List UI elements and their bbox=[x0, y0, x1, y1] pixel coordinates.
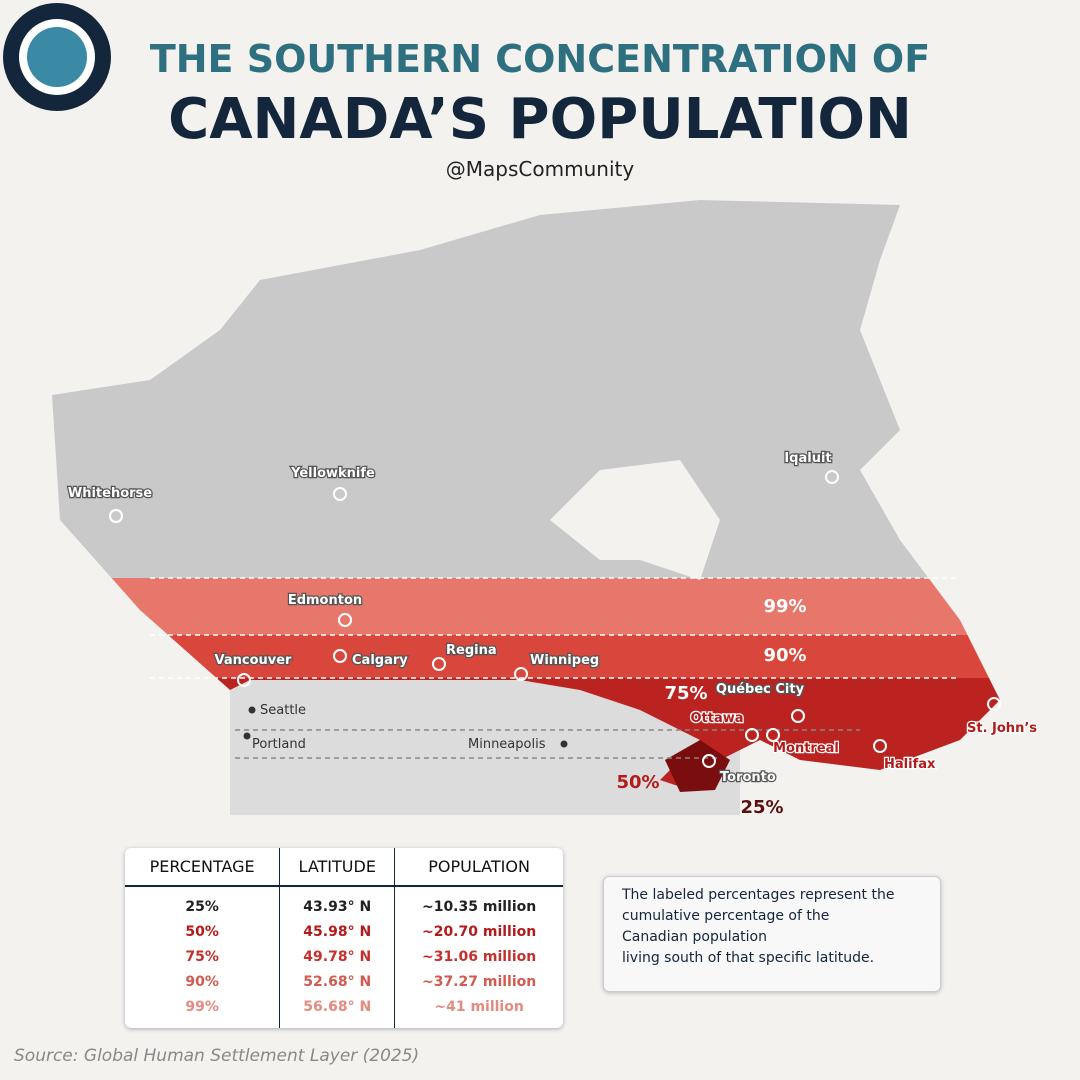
city-label: Seattle bbox=[260, 703, 306, 718]
city-label: Halifax bbox=[884, 757, 936, 772]
city-label: Winnipeg bbox=[530, 653, 599, 668]
city-label: Minneapolis bbox=[468, 737, 546, 752]
table-row: 75% 49.78° N ~31.06 million bbox=[125, 944, 563, 969]
table-cell: ~37.27 million bbox=[394, 969, 563, 994]
note: The labeled percentages represent the cum… bbox=[603, 876, 941, 992]
column-header: LATITUDE bbox=[279, 848, 395, 887]
table-cell: ~31.06 million bbox=[394, 944, 563, 969]
table-cell: ~10.35 million bbox=[394, 886, 563, 919]
city-dot bbox=[333, 649, 347, 663]
city-dot bbox=[237, 673, 251, 687]
city-dot bbox=[514, 667, 528, 681]
source: Source: Global Human Settlement Layer (2… bbox=[14, 1046, 420, 1066]
city-dot bbox=[873, 739, 887, 753]
table-cell: 52.68° N bbox=[279, 969, 395, 994]
city-dot bbox=[560, 740, 568, 748]
city-dot bbox=[243, 732, 251, 740]
city-label: Yellowknife bbox=[290, 466, 375, 481]
city-label: Edmonton bbox=[288, 593, 362, 608]
note-line: The labeled percentages represent the bbox=[622, 887, 895, 903]
city-label: Toronto bbox=[720, 770, 776, 785]
city-label: Calgary bbox=[352, 653, 408, 668]
table-cell: 49.78° N bbox=[279, 944, 395, 969]
city-dot bbox=[432, 657, 446, 671]
band-label: 99% bbox=[763, 596, 806, 617]
city-dot bbox=[702, 754, 716, 768]
band-label: 90% bbox=[763, 645, 806, 666]
table-cell: 56.68° N bbox=[279, 994, 395, 1028]
city-dot bbox=[333, 487, 347, 501]
city-label: Québec City bbox=[716, 682, 805, 697]
table-cell: ~20.70 million bbox=[394, 919, 563, 944]
city-label: Ottawa bbox=[690, 711, 743, 726]
table-cell: 43.93° N bbox=[279, 886, 395, 919]
band-label: 50% bbox=[616, 772, 659, 793]
table-cell: 25% bbox=[185, 898, 219, 915]
city-label: Vancouver bbox=[215, 653, 293, 668]
table-row: 90% 52.68° N ~37.27 million bbox=[125, 969, 563, 994]
column-header: PERCENTAGE bbox=[125, 848, 280, 887]
table-cell: 50% bbox=[185, 923, 219, 940]
table-cell: 45.98° N bbox=[279, 919, 395, 944]
city-label: Whitehorse bbox=[68, 486, 152, 501]
note-line: Canadian population bbox=[622, 929, 767, 945]
title-line1: THE SOUTHERN CONCENTRATION OF bbox=[150, 37, 930, 81]
note-line: cumulative percentage of the bbox=[622, 908, 830, 924]
table-cell: 75% bbox=[185, 948, 219, 965]
table-row: 25% 43.93° N ~10.35 million bbox=[125, 886, 563, 919]
table-cell: 99% bbox=[185, 998, 219, 1015]
band-label: 75% bbox=[664, 683, 707, 704]
table-cell: ~41 million bbox=[394, 994, 563, 1028]
title-line2: CANADA’S POPULATION bbox=[168, 87, 912, 152]
table-cell: 90% bbox=[185, 973, 219, 990]
city-label: Iqaluit bbox=[784, 451, 831, 466]
city-dot bbox=[766, 728, 780, 742]
city-label: Portland bbox=[252, 737, 306, 752]
note-line: living south of that specific latitude. bbox=[622, 950, 875, 966]
city-dot bbox=[987, 697, 1001, 711]
city-dot bbox=[338, 613, 352, 627]
city-dot bbox=[825, 470, 839, 484]
band-label: 25% bbox=[740, 797, 783, 818]
table-row: 50% 45.98° N ~20.70 million bbox=[125, 919, 563, 944]
city-label: St. John’s bbox=[967, 721, 1037, 736]
city-dot bbox=[745, 728, 759, 742]
handle: @MapsCommunity bbox=[446, 157, 635, 181]
column-header: POPULATION bbox=[394, 848, 563, 887]
city-dot bbox=[248, 706, 256, 714]
city-dot bbox=[791, 709, 805, 723]
data-table: PERCENTAGE LATITUDE POPULATION 25% 43.93° N ~… bbox=[125, 848, 563, 1028]
city-label: Regina bbox=[446, 643, 497, 658]
city-label: Montreal bbox=[773, 741, 839, 756]
city-dot bbox=[109, 509, 123, 523]
table-row: 99% 56.68° N ~41 million bbox=[125, 994, 563, 1028]
